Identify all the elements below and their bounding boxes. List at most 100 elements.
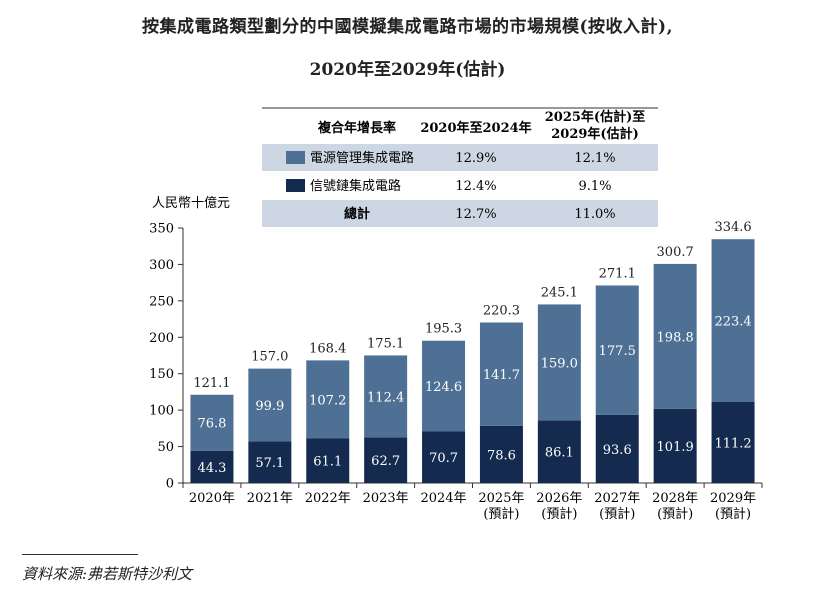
bar-total-label: 157.0 (251, 350, 288, 365)
bar-signal-chain (479, 425, 523, 483)
y-tick-label: 0 (166, 477, 174, 492)
bar-signal-chain (537, 420, 581, 483)
source-note: 資料來源:弗若斯特沙利文 (22, 565, 193, 583)
bar-signal-chain (422, 431, 466, 483)
bar-label-signal-chain: 57.1 (255, 456, 284, 471)
y-tick-label: 100 (149, 404, 174, 419)
bar-total-label: 245.1 (541, 285, 578, 300)
x-tick-label: 2029年 (710, 491, 756, 506)
table-header-col1: 2020年至2024年 (420, 120, 531, 136)
bar-label-signal-chain: 70.7 (429, 451, 458, 466)
x-tick-note: (預計) (483, 506, 519, 522)
bar-signal-chain (248, 441, 292, 483)
bar-total-label: 121.1 (193, 376, 230, 391)
table-row-total-label: 總計 (344, 206, 370, 222)
legend-swatch-signal (286, 179, 305, 192)
bar-total-label: 220.3 (483, 303, 520, 318)
x-tick-note: (預計) (715, 506, 751, 522)
bar-total-label: 168.4 (309, 341, 346, 356)
bar-total-label: 300.7 (657, 245, 694, 260)
y-tick-label: 250 (149, 294, 174, 309)
bar-label-power-management: 112.4 (367, 390, 404, 405)
chart-subtitle: 2020年至2029年(估計) (309, 60, 506, 80)
bar-total-label: 175.1 (367, 336, 404, 351)
bar-label-signal-chain: 62.7 (371, 454, 400, 469)
table-row-signal-cagr2: 9.1% (578, 179, 611, 194)
bars (190, 239, 755, 483)
bar-power-management (711, 239, 755, 402)
bar-power-management (306, 360, 350, 439)
bar-label-power-management: 76.8 (197, 417, 226, 432)
table-row-signal-cagr1: 12.4% (455, 179, 496, 194)
bar-signal-chain (364, 437, 408, 483)
bar-label-power-management: 107.2 (309, 393, 346, 408)
bar-power-management (653, 263, 697, 409)
bar-signal-chain (711, 401, 755, 483)
bar-label-power-management: 124.6 (425, 380, 462, 395)
bar-power-management (537, 304, 581, 421)
bar-label-signal-chain: 78.6 (487, 448, 516, 463)
bar-label-signal-chain: 111.2 (714, 436, 751, 451)
x-tick-label: 2023年 (363, 491, 409, 506)
bar-label-signal-chain: 44.3 (197, 461, 226, 476)
bar-label-power-management: 223.4 (714, 315, 751, 330)
legend-swatch-power (286, 151, 305, 164)
bar-signal-chain (653, 408, 697, 483)
y-tick-label: 50 (157, 440, 174, 455)
axes: 0 50 100 150 200 250 300 350 2020年 2021年 2022年 2023… (149, 222, 763, 522)
bar-power-management (422, 340, 466, 432)
x-tick-label: 2026年 (536, 491, 582, 506)
bar-label-signal-chain: 101.9 (657, 440, 694, 455)
bar-label-power-management: 198.8 (657, 330, 694, 345)
bar-power-management (595, 285, 639, 415)
chart-title: 按集成電路類型劃分的中國模擬集成電路市場的市場規模(按收入計), (141, 17, 673, 37)
y-tick-label: 150 (149, 367, 174, 382)
table-header-col2-line1: 2025年(估計)至 (545, 109, 645, 125)
y-tick-label: 200 (149, 331, 174, 346)
y-axis-label: 人民幣十億元 (152, 195, 230, 211)
bar-power-management (190, 394, 234, 451)
x-tick-label: 2027年 (594, 491, 640, 506)
source-divider (22, 554, 138, 555)
bar-total-label: 195.3 (425, 322, 462, 337)
bar-label-signal-chain: 61.1 (313, 455, 342, 470)
table-row-signal-label: 信號鏈集成電路 (310, 178, 401, 194)
table-band-row-1 (262, 144, 658, 171)
bar-label-power-management: 99.9 (255, 399, 284, 414)
table-row-power-cagr1: 12.9% (455, 151, 496, 166)
table-row-total-cagr2: 11.0% (574, 207, 615, 222)
table-row-power-label: 電源管理集成電路 (310, 150, 414, 166)
x-tick-note: (預計) (541, 506, 577, 522)
bar-signal-chain (190, 450, 234, 483)
bar-signal-chain (595, 414, 639, 483)
bar-label-signal-chain: 86.1 (545, 446, 574, 461)
x-tick-label: 2022年 (305, 491, 351, 506)
bar-signal-chain (306, 438, 350, 483)
x-tick-label: 2025年 (478, 491, 524, 506)
x-tick-label: 2024年 (421, 491, 467, 506)
table-band-row-3 (262, 200, 658, 227)
table-header-label: 複合年增長率 (317, 120, 396, 136)
bar-power-management (479, 322, 523, 426)
y-tick-label: 350 (149, 222, 174, 237)
table-row-power-cagr2: 12.1% (574, 151, 615, 166)
y-tick-label: 300 (149, 258, 174, 273)
bar-label-power-management: 159.0 (541, 356, 578, 371)
x-tick-label: 2020年 (189, 491, 235, 506)
bar-power-management (364, 355, 408, 438)
x-tick-label: 2028年 (652, 491, 698, 506)
data-labels: 44.3 76.8 121.1 57.1 99.9 157.0 61.1 107.2 168.4… (193, 220, 751, 476)
bar-total-label: 334.6 (714, 220, 751, 235)
x-tick-note: (預計) (657, 506, 693, 522)
table-row-total-cagr1: 12.7% (455, 207, 496, 222)
cagr-table: 複合年增長率 2020年至2024年 2025年(估計)至 2029年(估計) … (262, 107, 658, 227)
bar-power-management (248, 368, 292, 442)
table-header-col2-line2: 2029年(估計) (551, 126, 638, 142)
bar-label-power-management: 141.7 (483, 368, 520, 383)
bar-label-power-management: 177.5 (599, 344, 636, 359)
bar-total-label: 271.1 (599, 266, 636, 281)
x-tick-note: (預計) (599, 506, 635, 522)
x-tick-label: 2021年 (247, 491, 293, 506)
bar-label-signal-chain: 93.6 (603, 443, 632, 458)
